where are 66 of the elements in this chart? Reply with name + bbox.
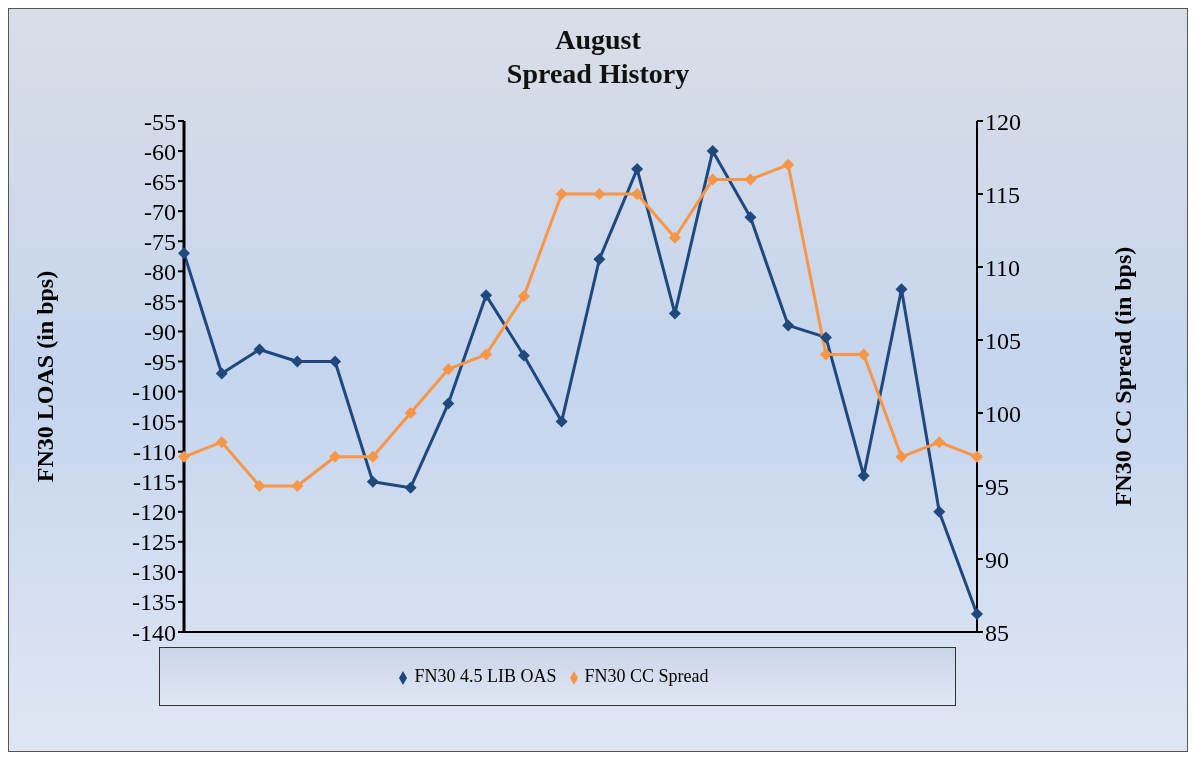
point: [178, 247, 190, 260]
point: [668, 231, 681, 244]
y-tick-label: -70: [144, 198, 176, 225]
y-tick-label: -110: [132, 439, 176, 466]
y-tick-label: -115: [132, 469, 176, 496]
point: [933, 505, 946, 518]
point: [366, 475, 379, 488]
point: [631, 163, 644, 176]
y2-tick-label: 100: [985, 400, 1021, 427]
point: [555, 188, 568, 200]
point: [215, 367, 228, 380]
y-tick-label: -75: [144, 228, 176, 255]
point: [971, 607, 983, 620]
point: [517, 290, 530, 303]
y-tick-label: -65: [144, 168, 176, 195]
point: [933, 436, 946, 449]
point: [215, 436, 228, 449]
y-tick-label: -125: [132, 529, 176, 556]
y2-tick-label: 90: [985, 546, 1009, 573]
point: [895, 450, 908, 463]
legend-label: FN30 CC Spread: [584, 666, 709, 686]
y2-axis-title: FN30 CC Spread (in bps): [1109, 246, 1136, 507]
point: [442, 363, 455, 376]
point: [517, 349, 530, 362]
y-tick-label: -60: [144, 138, 176, 165]
point: [404, 407, 417, 419]
point: [706, 145, 719, 158]
point: [971, 450, 983, 463]
y-tick-label: -90: [144, 318, 176, 345]
point: [404, 481, 417, 494]
y2-tick-label: 115: [985, 181, 1021, 208]
point: [819, 348, 832, 361]
point: [782, 319, 795, 332]
point: [819, 331, 832, 344]
y-tick-label: -85: [144, 288, 176, 315]
point: [329, 355, 342, 368]
point: [782, 158, 795, 171]
y2-tick-label: 120: [985, 108, 1021, 135]
y-tick-label: -95: [144, 348, 176, 375]
y2-tick-label: 110: [985, 254, 1021, 281]
point: [744, 211, 757, 224]
y-tick-label: -120: [132, 499, 176, 526]
point: [593, 188, 606, 200]
point: [253, 480, 266, 492]
y-tick-label: -100: [132, 379, 176, 406]
y-tick-label: -140: [132, 619, 176, 646]
y2-tick-label: 95: [985, 473, 1009, 500]
point: [178, 450, 190, 463]
y-tick-label: -55: [144, 108, 176, 135]
point: [480, 348, 493, 361]
point: [555, 415, 568, 428]
y2-tick-label: 105: [985, 327, 1021, 354]
y2-tick-label: 85: [985, 619, 1009, 646]
y-tick-label: -130: [132, 559, 176, 586]
point: [631, 188, 644, 200]
y-tick-label: -80: [144, 258, 176, 285]
y-axis-title: FN30 LOAS (in bps): [31, 270, 58, 483]
point: [593, 253, 606, 266]
point: [291, 480, 304, 492]
y-tick-label: -135: [132, 589, 176, 616]
point: [442, 397, 455, 410]
point: [480, 289, 493, 302]
legend-label: FN30 4.5 LIB OAS: [414, 666, 557, 686]
chart-title: August Spread History: [505, 23, 691, 91]
point: [253, 343, 266, 356]
y-tick-label: -105: [132, 409, 176, 436]
